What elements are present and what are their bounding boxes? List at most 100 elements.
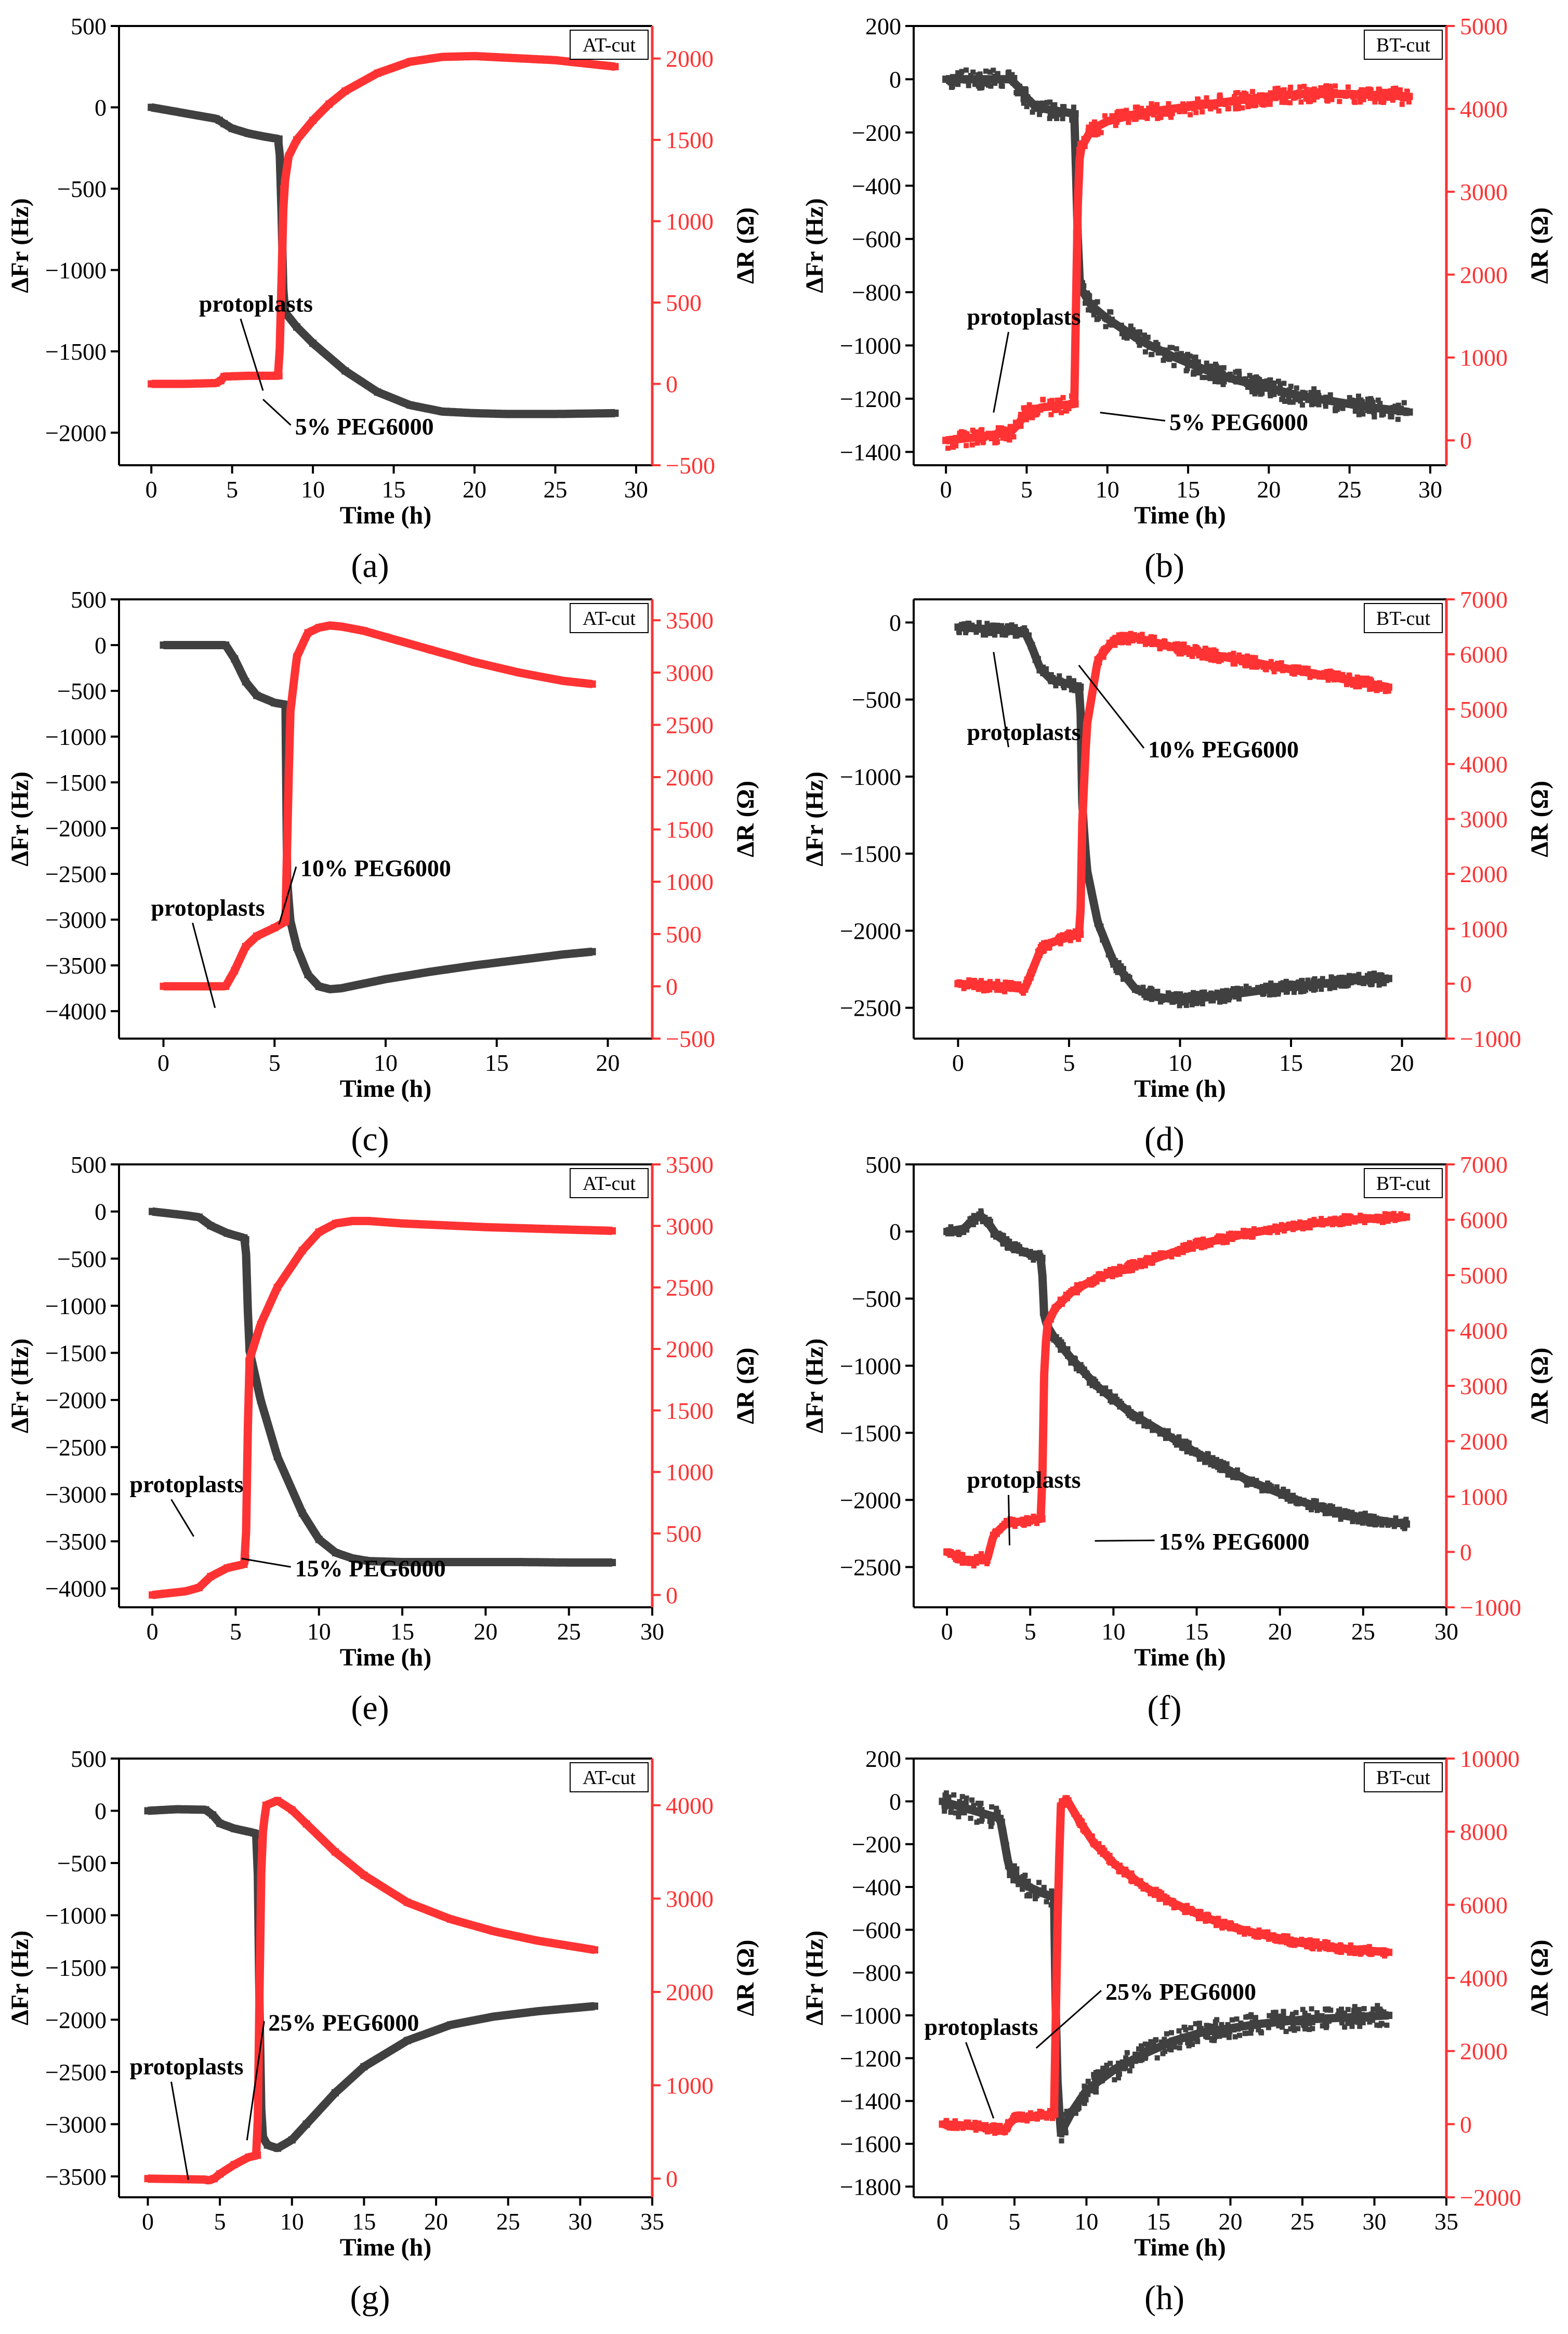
data-point: [1374, 2022, 1380, 2028]
data-point: [1281, 1486, 1286, 1492]
data-point: [1290, 2011, 1296, 2017]
data-point: [1186, 652, 1192, 657]
annotation-peg: 15% PEG6000: [1159, 1528, 1310, 1555]
data-point: [1086, 307, 1091, 313]
data-point: [1079, 2092, 1085, 2097]
cut-badge-box: [570, 1762, 649, 1792]
data-point: [1391, 1211, 1396, 1216]
data-point: [1293, 1222, 1300, 1229]
x-tick-label: 30: [1418, 476, 1442, 503]
data-point: [944, 2118, 950, 2123]
data-point: [1353, 1946, 1359, 1951]
data-point: [471, 409, 478, 417]
data-point: [1248, 660, 1254, 665]
x-tick-label: 0: [142, 2208, 154, 2235]
data-point: [533, 2008, 541, 2015]
series-line: [943, 75, 1412, 416]
y-right-tick-label: 0: [666, 973, 678, 1000]
data-point: [1174, 1442, 1179, 1448]
data-point: [968, 1217, 976, 1225]
y-right-tick-label: 1000: [666, 1459, 714, 1486]
data-point: [1273, 982, 1279, 988]
data-point: [1367, 1215, 1372, 1221]
panel-g: 0 5 10 15 20 25 30 35−3500−3000−2500−2000−1500−…: [6, 1746, 759, 2317]
data-point: [216, 2170, 224, 2178]
data-point: [1183, 992, 1189, 998]
data-point: [1021, 100, 1026, 106]
y-left-tick-label: −400: [852, 173, 901, 199]
x-tick-label: 35: [1434, 2208, 1458, 2235]
y-left-tick-label: −500: [57, 1245, 107, 1272]
data-point: [994, 625, 999, 631]
data-point: [1225, 106, 1231, 112]
data-point: [956, 630, 962, 635]
data-point: [1183, 368, 1189, 374]
data-point: [1232, 94, 1237, 99]
arrow-protoplasts: [1008, 1494, 1010, 1545]
data-point: [1019, 1251, 1024, 1256]
data-point: [1310, 1946, 1316, 1951]
data-point: [182, 1588, 190, 1595]
data-point: [983, 2122, 989, 2128]
data-point: [1167, 1435, 1172, 1440]
y-right-tick-label: −1000: [1460, 1594, 1521, 1621]
data-point: [1108, 1860, 1113, 1866]
data-point: [999, 425, 1005, 431]
data-point: [1084, 873, 1090, 878]
data-point: [1159, 347, 1165, 352]
data-point: [1104, 2068, 1110, 2074]
y-left-tick-label: 0: [889, 1788, 901, 1815]
data-point: [1312, 397, 1317, 403]
data-point: [1319, 1942, 1324, 1947]
data-point: [1109, 1399, 1115, 1405]
data-point: [1112, 642, 1118, 648]
data-point: [1116, 2061, 1121, 2066]
data-point: [1188, 361, 1194, 366]
data-point: [1007, 424, 1013, 429]
data-point: [149, 1591, 156, 1599]
data-point: [1376, 982, 1382, 988]
data-point: [1168, 112, 1174, 118]
data-point: [1061, 104, 1067, 110]
data-point: [1354, 94, 1360, 99]
data-point: [1261, 1931, 1266, 1936]
data-point: [1039, 403, 1047, 411]
data-point: [1076, 927, 1082, 933]
data-point: [1356, 2007, 1362, 2012]
data-point: [945, 445, 951, 451]
x-axis-title: Time (h): [340, 2234, 431, 2261]
data-point: [1004, 1236, 1010, 1241]
data-point: [1044, 2115, 1049, 2121]
data-point: [1351, 2008, 1357, 2013]
data-point: [1249, 385, 1255, 391]
data-point: [1135, 1419, 1141, 1424]
data-point: [1212, 379, 1218, 384]
data-point: [1219, 1924, 1224, 1930]
data-point: [1153, 2037, 1159, 2042]
data-point: [1245, 661, 1250, 666]
data-point: [1390, 97, 1395, 103]
data-point: [1113, 968, 1119, 974]
data-point: [1361, 1512, 1367, 1517]
data-point: [1103, 1387, 1108, 1393]
data-point: [989, 623, 994, 628]
data-point: [1376, 686, 1381, 691]
y-left-tick-label: −2000: [840, 917, 901, 944]
data-point: [399, 1558, 406, 1566]
data-point: [1018, 983, 1024, 989]
data-point: [1083, 731, 1089, 737]
y-right-tick-label: 4000: [1460, 96, 1508, 122]
data-point: [1377, 401, 1383, 407]
data-point: [1355, 1519, 1361, 1525]
data-point: [1234, 1475, 1240, 1481]
y-left-tick-label: −2000: [45, 1387, 107, 1413]
data-point: [1009, 622, 1014, 628]
series-line: [943, 89, 1412, 445]
data-point: [1030, 414, 1035, 419]
data-point: [1100, 1271, 1106, 1277]
data-point: [968, 73, 973, 78]
data-point: [1352, 2004, 1358, 2010]
data-point: [1092, 2084, 1098, 2089]
data-point: [1311, 386, 1317, 392]
data-point: [1232, 661, 1238, 667]
